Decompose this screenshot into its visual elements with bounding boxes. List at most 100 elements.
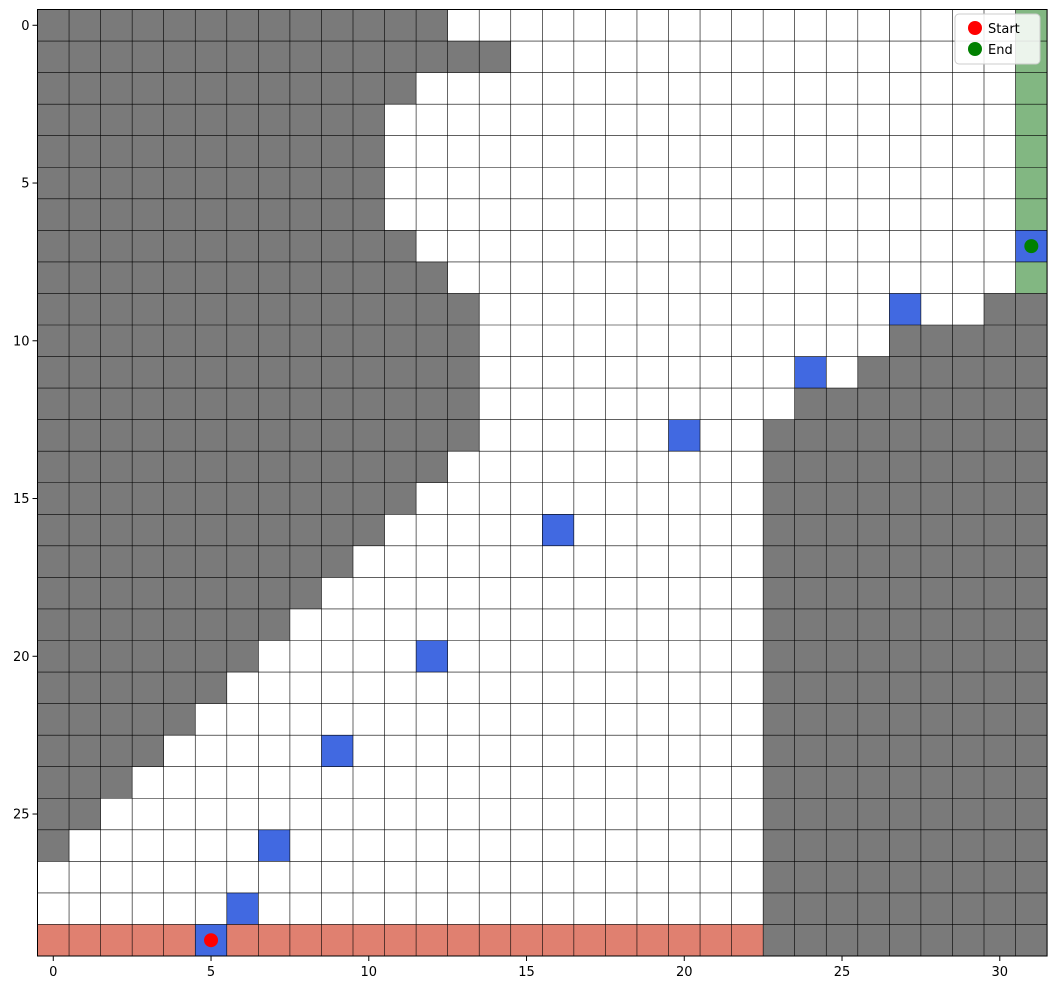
cell-open bbox=[794, 167, 827, 200]
cell-open bbox=[573, 829, 606, 862]
cell-open bbox=[636, 388, 669, 420]
cell-wall bbox=[447, 41, 480, 73]
cell-open bbox=[573, 9, 606, 42]
cell-wall bbox=[889, 388, 922, 420]
cell-wall bbox=[132, 356, 164, 389]
cell-open bbox=[447, 798, 480, 831]
cell-open bbox=[794, 104, 827, 136]
cell-open bbox=[479, 608, 512, 641]
cell-open bbox=[258, 892, 291, 925]
cell-open bbox=[573, 230, 606, 263]
cell-wall bbox=[889, 798, 922, 831]
cell-wall bbox=[889, 735, 922, 767]
cell-open bbox=[763, 356, 795, 389]
cell-open bbox=[920, 9, 953, 42]
cell-wall bbox=[100, 72, 133, 105]
cell-wall bbox=[763, 924, 795, 957]
cell-wall bbox=[920, 735, 953, 767]
cell-open bbox=[510, 482, 543, 515]
cell-wall bbox=[100, 451, 133, 484]
cell-open bbox=[794, 72, 827, 105]
cell-wall bbox=[258, 104, 291, 136]
cell-wall bbox=[952, 356, 985, 389]
cell-open bbox=[636, 198, 669, 231]
cell-open bbox=[384, 167, 417, 200]
cell-wall bbox=[258, 9, 291, 42]
cell-wall bbox=[384, 261, 417, 294]
cell-wall bbox=[37, 104, 70, 136]
cell-wall bbox=[195, 167, 228, 200]
cell-open bbox=[573, 167, 606, 200]
cell-wall bbox=[37, 293, 70, 326]
cell-wall bbox=[37, 9, 70, 42]
cell-open bbox=[542, 577, 575, 610]
cell-open bbox=[794, 41, 827, 73]
cell-open bbox=[700, 41, 732, 73]
cell-wall bbox=[857, 545, 890, 578]
cell-open bbox=[510, 325, 543, 357]
cell-open bbox=[510, 135, 543, 168]
cell-wall bbox=[384, 451, 417, 484]
y-axis: 0 5 10 15 20 25 bbox=[13, 19, 38, 823]
cell-open bbox=[636, 514, 669, 547]
cell-open bbox=[794, 9, 827, 42]
cell-open bbox=[889, 167, 922, 200]
cell-open bbox=[163, 861, 196, 894]
cell-open bbox=[605, 419, 638, 452]
cell-wall bbox=[920, 388, 953, 420]
cell-open bbox=[353, 861, 385, 894]
cell-wall bbox=[69, 230, 101, 263]
cell-open bbox=[132, 829, 164, 862]
cell-open bbox=[384, 514, 417, 547]
cell-wall bbox=[69, 545, 101, 578]
cell-open bbox=[573, 325, 606, 357]
cell-wall bbox=[826, 924, 859, 957]
cell-open bbox=[542, 419, 575, 452]
cell-wall bbox=[226, 514, 259, 547]
cell-open bbox=[636, 482, 669, 515]
cell-open bbox=[573, 261, 606, 294]
cell-open bbox=[353, 735, 385, 767]
cell-wall bbox=[195, 104, 228, 136]
cell-start-band bbox=[384, 924, 417, 957]
cell-open bbox=[542, 703, 575, 736]
cell-wall bbox=[384, 293, 417, 326]
cell-wall bbox=[353, 451, 385, 484]
cell-open bbox=[510, 892, 543, 925]
cell-open bbox=[37, 861, 70, 894]
cell-open bbox=[952, 72, 985, 105]
cell-open bbox=[573, 198, 606, 231]
cell-end-band bbox=[1015, 104, 1048, 136]
cell-open bbox=[952, 167, 985, 200]
cell-open bbox=[700, 766, 732, 799]
cell-wall bbox=[37, 829, 70, 862]
cell-wall bbox=[920, 419, 953, 452]
cell-open bbox=[479, 545, 512, 578]
cell-wall bbox=[163, 482, 196, 515]
cell-open bbox=[636, 356, 669, 389]
cell-open bbox=[163, 735, 196, 767]
cell-open bbox=[353, 892, 385, 925]
cell-wall bbox=[289, 9, 322, 42]
cell-wall bbox=[195, 198, 228, 231]
cell-wall bbox=[353, 41, 385, 73]
cell-open bbox=[668, 545, 701, 578]
cell-wall bbox=[321, 261, 354, 294]
cell-open bbox=[763, 104, 795, 136]
cell-open bbox=[636, 861, 669, 894]
cell-wall bbox=[195, 261, 228, 294]
cell-open bbox=[636, 104, 669, 136]
cell-wall bbox=[132, 72, 164, 105]
cell-wall bbox=[163, 135, 196, 168]
cell-open bbox=[447, 861, 480, 894]
cell-open bbox=[416, 104, 448, 136]
cell-open bbox=[416, 545, 448, 578]
cell-wall bbox=[952, 419, 985, 452]
cell-open bbox=[668, 829, 701, 862]
cell-open bbox=[479, 703, 512, 736]
cell-waypoint bbox=[226, 892, 259, 925]
cell-wall bbox=[763, 892, 795, 925]
cell-wall bbox=[321, 545, 354, 578]
cell-open bbox=[700, 545, 732, 578]
